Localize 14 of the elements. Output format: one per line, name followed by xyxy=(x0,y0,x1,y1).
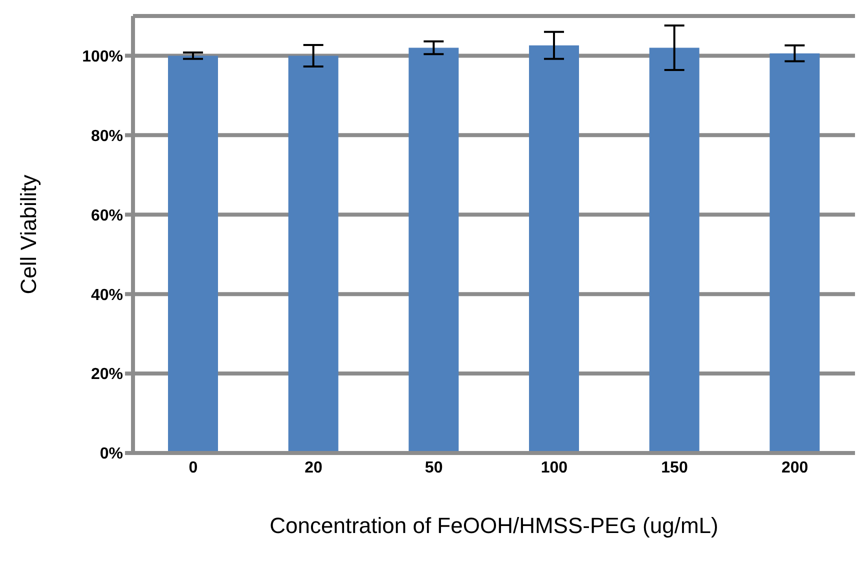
x-tick-label: 150 xyxy=(661,459,688,476)
y-tick-label: 40% xyxy=(90,286,123,304)
y-tick-label: 0% xyxy=(100,446,123,463)
y-tick-label: 80% xyxy=(90,128,123,145)
x-tick-label: 200 xyxy=(781,459,808,476)
x-tick-label: 20 xyxy=(304,459,322,476)
x-tick-label: 0 xyxy=(188,459,198,476)
y-axis-title: Cell Viability xyxy=(16,174,41,294)
x-tick-label: 50 xyxy=(424,459,443,476)
y-tick-label: 60% xyxy=(90,207,123,224)
y-tick-label: 100% xyxy=(82,48,123,66)
x-axis-title: Concentration of FeOOH/HMSS-PEG (ug/mL) xyxy=(270,513,718,538)
y-tick-label: 20% xyxy=(90,366,123,384)
x-tick-label: 100 xyxy=(540,459,568,476)
